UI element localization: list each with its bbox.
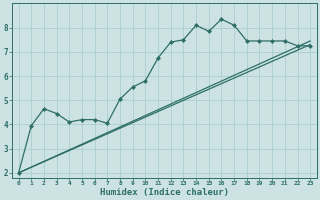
X-axis label: Humidex (Indice chaleur): Humidex (Indice chaleur) bbox=[100, 188, 229, 197]
